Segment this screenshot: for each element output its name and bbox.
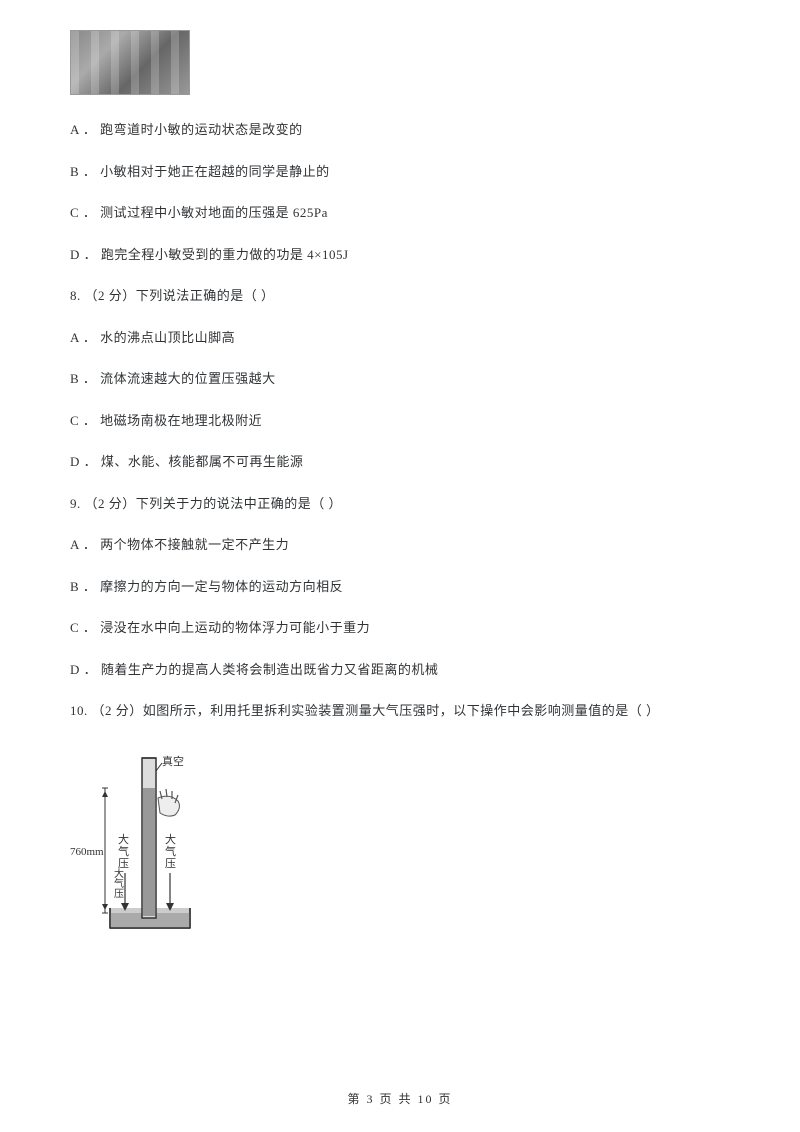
q8-stem: 8. （2 分）下列说法正确的是（ ） bbox=[70, 286, 730, 306]
running-track-photo bbox=[70, 30, 190, 95]
vacuum-label: 真空 bbox=[162, 754, 184, 768]
q7-option-a: A ． 跑弯道时小敏的运动状态是改变的 bbox=[70, 120, 730, 140]
q9-option-b: B ． 摩擦力的方向一定与物体的运动方向相反 bbox=[70, 577, 730, 597]
q9-stem: 9. （2 分）下列关于力的说法中正确的是（ ） bbox=[70, 494, 730, 514]
atm-left-label-v: 大 气 压 bbox=[118, 832, 132, 870]
q7-option-b: B ． 小敏相对于她正在超越的同学是静止的 bbox=[70, 162, 730, 182]
q8-option-d: D ． 煤、水能、核能都属不可再生能源 bbox=[70, 452, 730, 472]
q9-option-a: A ． 两个物体不接触就一定不产生力 bbox=[70, 535, 730, 555]
q10-stem: 10. （2 分）如图所示，利用托里拆利实验装置测量大气压强时，以下操作中会影响… bbox=[70, 701, 730, 721]
q8-option-a: A ． 水的沸点山顶比山脚高 bbox=[70, 328, 730, 348]
page-footer: 第 3 页 共 10 页 bbox=[0, 1090, 800, 1107]
torricelli-diagram: 真空 760mm 大气压 大 气 压 大 气 压 bbox=[70, 743, 730, 948]
q7-option-d: D ． 跑完全程小敏受到的重力做的功是 4×105J bbox=[70, 245, 730, 265]
atm-left-label: 大气压 bbox=[112, 866, 124, 898]
atm-right-label: 大 气 压 bbox=[165, 832, 179, 870]
q8-option-c: C ． 地磁场南极在地理北极附近 bbox=[70, 411, 730, 431]
height-label: 760mm bbox=[70, 846, 104, 858]
q9-option-d: D ． 随着生产力的提高人类将会制造出既省力又省距离的机械 bbox=[70, 660, 730, 680]
q8-option-b: B ． 流体流速越大的位置压强越大 bbox=[70, 369, 730, 389]
q7-option-c: C ． 测试过程中小敏对地面的压强是 625Pa bbox=[70, 203, 730, 223]
q9-option-c: C ． 浸没在水中向上运动的物体浮力可能小于重力 bbox=[70, 618, 730, 638]
